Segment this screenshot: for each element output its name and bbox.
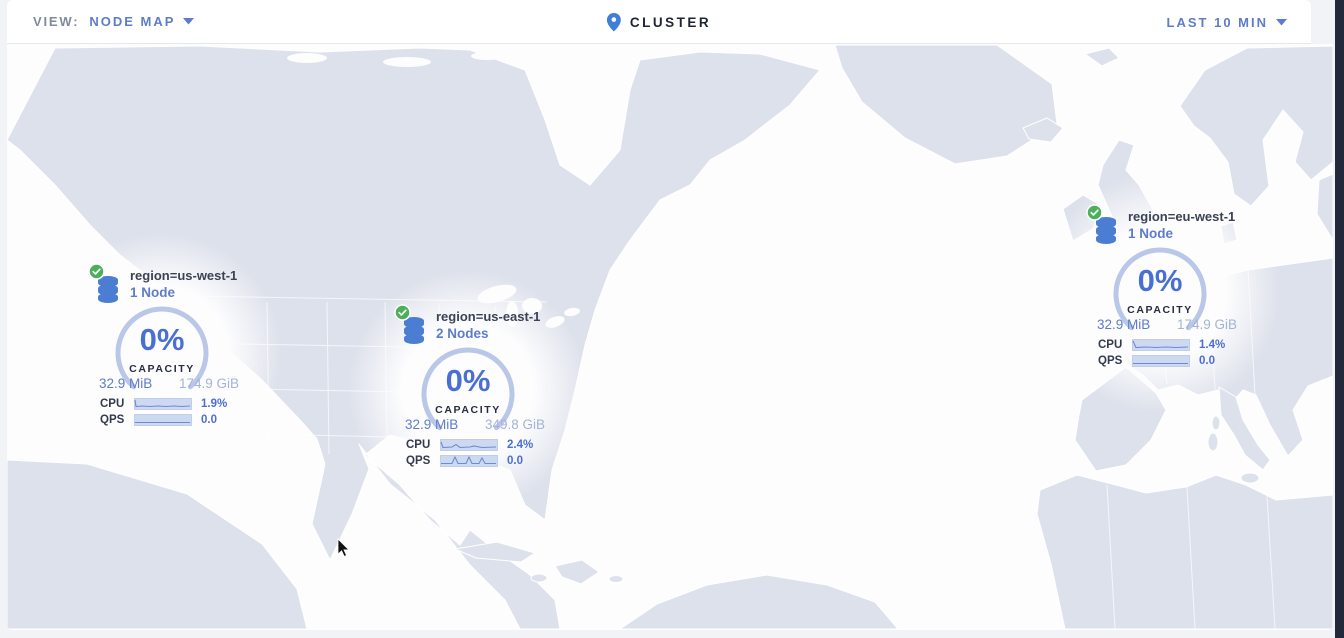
land-iceland bbox=[1022, 117, 1064, 143]
capacity-gauge: 0% CAPACITY bbox=[420, 346, 516, 442]
cpu-label: CPU bbox=[406, 439, 431, 451]
time-range-value[interactable]: LAST 10 MIN bbox=[1166, 14, 1268, 30]
healthy-check-icon bbox=[1086, 204, 1103, 221]
land-sardinia bbox=[1207, 432, 1219, 452]
land-hispaniola bbox=[554, 559, 600, 585]
land-scandinavia bbox=[1179, 45, 1333, 207]
region-label: region=us-east-1 bbox=[436, 309, 541, 324]
qps-sparkline bbox=[134, 414, 192, 426]
healthy-check-icon bbox=[394, 304, 411, 321]
capacity-label: CAPACITY bbox=[1127, 304, 1193, 316]
capacity-gauge: 0% CAPACITY bbox=[1112, 246, 1208, 342]
capacity-percent: 0% bbox=[139, 322, 185, 357]
qps-label: QPS bbox=[100, 414, 125, 426]
database-icon bbox=[404, 317, 424, 344]
cpu-label: CPU bbox=[1098, 339, 1123, 351]
land-baltics bbox=[1316, 173, 1333, 241]
cpu-sparkline bbox=[134, 398, 192, 410]
region-label: region=us-west-1 bbox=[130, 268, 238, 283]
cpu-value: 2.4% bbox=[507, 439, 534, 451]
database-icon bbox=[98, 276, 118, 303]
locality-marker-us-west-1[interactable]: region=us-west-1 1 Node 0% CAPACITY 32.9… bbox=[87, 262, 239, 434]
capacity-used: 32.9 MiB bbox=[1097, 317, 1151, 332]
qps-label: QPS bbox=[1098, 355, 1123, 367]
capacity-label: CAPACITY bbox=[129, 363, 195, 375]
qps-value: 0.0 bbox=[201, 414, 217, 426]
land-sicily bbox=[1240, 472, 1260, 484]
capacity-total: 174.9 GiB bbox=[178, 376, 239, 391]
capacity-arc bbox=[115, 306, 209, 390]
qps-sparkline bbox=[440, 455, 498, 467]
window-edge bbox=[1335, 0, 1344, 638]
cpu-sparkline bbox=[440, 439, 498, 451]
map-pin-icon bbox=[606, 12, 621, 31]
node-count-link[interactable]: 2 Nodes bbox=[436, 326, 489, 341]
land-svalbard bbox=[1084, 47, 1120, 67]
capacity-used: 32.9 MiB bbox=[405, 417, 459, 432]
chevron-down-icon bbox=[183, 18, 195, 25]
capacity-used: 32.9 MiB bbox=[99, 376, 153, 391]
view-value[interactable]: NODE MAP bbox=[89, 14, 176, 29]
qps-value: 0.0 bbox=[1199, 355, 1215, 367]
cpu-value: 1.9% bbox=[201, 398, 228, 410]
capacity-total: 174.9 GiB bbox=[1176, 317, 1237, 332]
view-label: VIEW: bbox=[33, 14, 80, 29]
capacity-gauge: 0% CAPACITY bbox=[114, 305, 210, 401]
land-south-america bbox=[619, 574, 899, 630]
chevron-down-icon bbox=[1276, 18, 1287, 25]
capacity-total: 349.8 GiB bbox=[484, 417, 545, 432]
land-italy bbox=[1218, 386, 1271, 471]
region-label: region=eu-west-1 bbox=[1128, 209, 1236, 224]
node-count-link[interactable]: 1 Node bbox=[1128, 226, 1174, 241]
capacity-arc bbox=[1113, 247, 1207, 331]
cpu-sparkline bbox=[1132, 339, 1190, 351]
capacity-percent: 0% bbox=[445, 363, 491, 398]
land-jamaica bbox=[530, 573, 548, 583]
cpu-label: CPU bbox=[100, 398, 125, 410]
land-greenland bbox=[834, 44, 1058, 165]
land-north-africa bbox=[1036, 474, 1333, 630]
land-cuba bbox=[454, 541, 536, 563]
cpu-value: 1.4% bbox=[1199, 339, 1226, 351]
view-selector[interactable]: VIEW: NODE MAP bbox=[33, 14, 195, 29]
land-bottom-left bbox=[7, 459, 308, 630]
qps-value: 0.0 bbox=[507, 455, 523, 467]
land-puerto-rico bbox=[608, 575, 624, 583]
toolbar: VIEW: NODE MAP CLUSTER LAST 10 MIN bbox=[7, 0, 1311, 44]
cluster-breadcrumb-label: CLUSTER bbox=[629, 14, 712, 30]
healthy-check-icon bbox=[88, 263, 105, 280]
locality-marker-eu-west-1[interactable]: region=eu-west-1 1 Node 0% CAPACITY 32.9… bbox=[1085, 203, 1237, 375]
time-range-selector[interactable]: LAST 10 MIN bbox=[1167, 0, 1287, 44]
breadcrumb: CLUSTER bbox=[606, 0, 712, 44]
node-count-link[interactable]: 1 Node bbox=[130, 285, 176, 300]
capacity-percent: 0% bbox=[1137, 263, 1183, 298]
capacity-arc bbox=[421, 347, 515, 431]
locality-marker-us-east-1[interactable]: region=us-east-1 2 Nodes 0% CAPACITY 32.… bbox=[393, 303, 545, 475]
database-icon bbox=[1096, 217, 1116, 244]
qps-sparkline bbox=[1132, 355, 1190, 367]
capacity-label: CAPACITY bbox=[435, 404, 501, 416]
qps-label: QPS bbox=[406, 455, 431, 467]
land-corsica bbox=[1211, 415, 1221, 431]
